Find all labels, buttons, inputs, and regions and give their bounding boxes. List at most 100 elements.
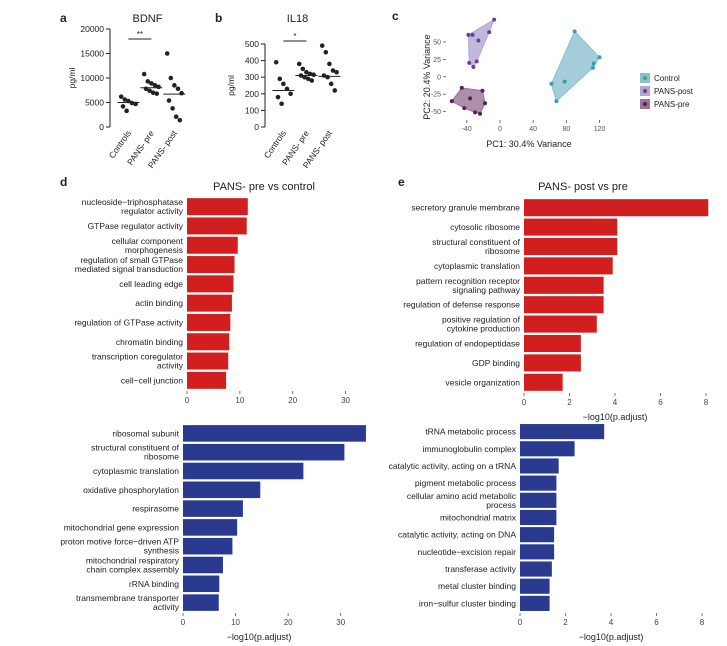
category-label: process [486,500,516,510]
bar [183,575,220,593]
x-tick-label: 80 [562,126,570,133]
data-point [473,110,478,115]
y-axis-label: pg/ml [226,75,236,96]
significance-label: ** [137,30,143,39]
category-label: transcription coregulator [92,352,183,362]
data-point [325,74,330,80]
panel-e_bottom: tRNA metabolic process immunoglobulin com… [389,424,705,642]
category-label: actin binding [135,298,183,308]
bar [520,509,557,526]
data-point [284,86,290,92]
category-label: ribosome [485,246,520,256]
data-point [147,88,152,94]
bar [187,217,247,235]
bar [524,296,604,314]
x-axis-label: −log10(p.adjust) [583,412,648,422]
category-label: immunoglobulin complex [422,444,516,454]
category-label: pattern recognition receptor [416,276,520,286]
panel-b: b IL180100200300400500pg/mlControlsPANS- … [215,11,341,170]
data-point [572,29,577,34]
bar [524,237,618,256]
data-point [309,78,315,83]
x-tick-label: 0 [522,398,527,407]
category-label: cell−cell junction [121,375,183,385]
category-label: signaling pathway [452,285,520,295]
data-point [311,72,316,78]
data-point [152,83,158,88]
category-label: cell leading edge [119,279,183,289]
data-point [466,32,471,37]
category-label: structural constituent of [432,237,521,247]
bar [520,475,557,491]
data-point [279,101,284,107]
legend-label: PANS-post [654,87,694,96]
data-point [145,79,151,84]
data-point [170,106,175,111]
data-point [302,74,307,80]
bar [524,276,604,294]
data-point [330,68,336,73]
category-label: mitochondrial matrix [440,513,517,523]
legend-marker-pans_post [643,89,647,93]
panel-d_bottom: ribosomal subunit structural constituent … [60,425,366,642]
data-point [334,69,339,75]
category-label: transmembrane transporter [76,593,179,603]
legend-label: Control [654,74,680,83]
bar [183,443,345,461]
category-label: vesicle organization [445,377,520,387]
data-point [459,85,464,90]
bar [187,236,238,254]
y-tick-label: 500 [245,39,259,49]
bar [183,500,243,517]
legend-marker-pans_pre [643,102,647,106]
data-point [288,91,293,97]
x-tick-label: 8 [704,398,709,407]
category-label: oxidative phosphorylation [83,485,179,495]
category-label: morphogenesis [125,245,183,255]
data-point [281,81,286,87]
data-point [275,94,281,100]
bar [524,315,597,333]
data-point [150,90,156,95]
x-tick-label: 120 [594,126,606,133]
data-point [562,79,567,84]
category-label: secretory granule membrane [411,203,520,213]
bar [524,218,618,236]
data-point [307,71,313,77]
data-point [554,99,559,104]
data-point [462,106,467,111]
data-point [172,83,177,88]
x-tick-label: 8 [700,618,705,627]
x-tick-label: 2 [563,618,568,627]
data-point [492,17,497,22]
y-tick-label: 0 [99,122,104,132]
bar [183,519,238,536]
bar [524,257,613,275]
x-tick-label: 20 [288,396,297,405]
y-tick-label: 300 [245,72,259,82]
y-tick-label: 20000 [80,24,104,34]
y-tick-label: 15000 [80,49,104,59]
data-point [467,60,472,65]
data-point [474,59,479,64]
y-tick-label: 25 [433,57,441,64]
bar [520,561,552,577]
bar [524,373,563,391]
data-point [478,111,483,116]
data-point [141,71,147,77]
category-label: proton motive force−driven ATP [60,537,179,547]
data-point [476,38,481,43]
category-label: cytokine production [447,324,521,334]
data-point [118,94,124,99]
category-label: metal cluster binding [438,581,516,591]
data-point [449,99,454,104]
x-tick-label: 4 [613,398,618,407]
category-label: regulation of GTPase activity [74,317,183,327]
x-tick-label: 6 [654,618,659,627]
panel-label: d [60,175,67,189]
chart-title: BDNF [133,13,163,25]
category-label: mediated signal transduction [75,264,183,274]
category-label: ribosomal subunit [112,428,179,438]
category-label: iron−sulfur cluster binding [419,598,516,608]
